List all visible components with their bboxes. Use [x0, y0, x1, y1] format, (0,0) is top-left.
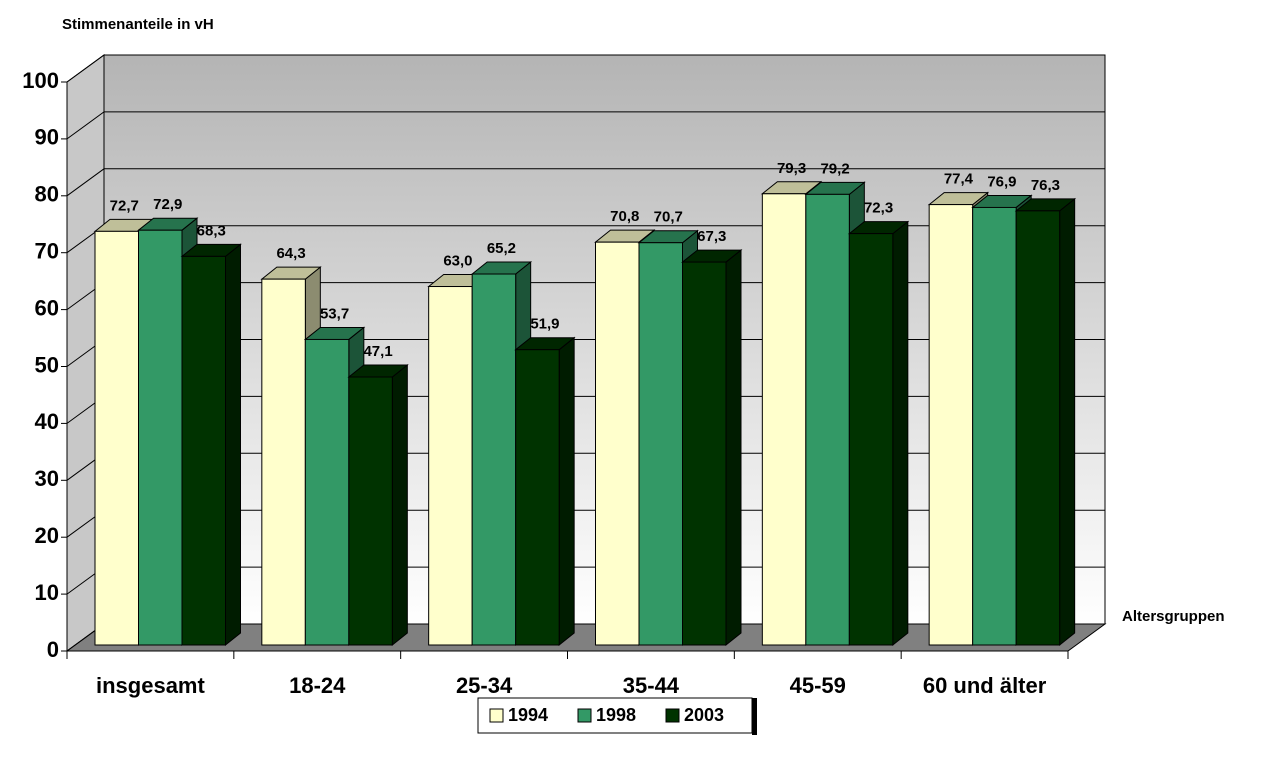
bar-front [928, 204, 974, 646]
bar [180, 243, 242, 647]
bar-front [682, 261, 727, 646]
bar [347, 363, 409, 647]
x-tick-label: 18-24 [289, 673, 346, 698]
legend-label: 1998 [596, 705, 636, 725]
bar [681, 249, 743, 647]
y-tick-label: 90 [35, 125, 59, 150]
data-label: 72,7 [110, 197, 139, 214]
bar-side [1059, 197, 1076, 647]
y-tick-label: 80 [35, 182, 59, 207]
y-tick-label: 10 [35, 580, 59, 605]
grid-line [66, 54, 1105, 83]
data-label: 72,3 [864, 200, 893, 217]
y-tick-label: 100 [22, 68, 59, 93]
y-tick-label: 40 [35, 409, 59, 434]
plot-area: 0 10 20 30 40 50 60 70 80 90 100 insgesamt 18-24 25-3… [22, 54, 1107, 698]
bar [514, 336, 576, 647]
legend-swatch [577, 708, 592, 723]
legend: 1994 1998 2003 [477, 697, 757, 735]
bar-side [225, 243, 241, 647]
bar [847, 220, 910, 647]
data-label: 70,7 [654, 209, 683, 226]
data-label: 51,9 [530, 316, 559, 333]
bar-front [972, 206, 1017, 646]
data-label: 68,3 [197, 222, 226, 239]
legend-shadow [752, 698, 757, 735]
y-tick-label: 50 [35, 352, 59, 377]
data-label: 76,9 [987, 173, 1016, 190]
bar-front [761, 193, 807, 646]
y-tick-label: 60 [35, 295, 59, 320]
x-tick-label: 25-34 [456, 673, 513, 698]
bar-side [391, 363, 408, 647]
data-label: 77,4 [944, 171, 974, 188]
y-tick-label: 0 [47, 637, 59, 662]
legend-swatch [665, 708, 680, 723]
data-label: 72,9 [153, 196, 182, 213]
bar-front [138, 229, 183, 646]
data-label: 65,2 [487, 240, 516, 257]
data-label: 47,1 [363, 343, 392, 360]
grid-line [66, 111, 1105, 140]
data-label: 53,7 [320, 305, 349, 322]
grid-line [66, 168, 1105, 197]
bar-front [848, 233, 894, 646]
x-tick-label: 45-59 [790, 673, 846, 698]
y-axis-title: Stimmenanteile in vH [62, 16, 214, 33]
bar-front [638, 242, 683, 646]
bar [1014, 197, 1077, 647]
bar-front [805, 193, 850, 646]
bar-front [471, 273, 517, 646]
bar-front [515, 349, 560, 646]
data-label: 67,3 [697, 228, 726, 245]
data-label: 64,3 [276, 245, 305, 262]
bar-front [348, 376, 393, 646]
data-label: 63,0 [443, 252, 472, 269]
legend-box [477, 697, 753, 734]
bar-front [304, 338, 350, 646]
legend-label: 2003 [684, 705, 724, 725]
legend-swatch [489, 708, 504, 723]
bar-front [94, 230, 139, 646]
legend-label: 1994 [508, 705, 548, 725]
x-axis-title: Altersgruppen [1122, 608, 1225, 625]
y-tick-label: 70 [35, 239, 59, 264]
bar-side [558, 336, 575, 647]
bar-front [1015, 210, 1061, 646]
data-label: 79,2 [820, 160, 849, 177]
x-tick-label: insgesamt [96, 673, 205, 698]
bar-front [428, 286, 473, 646]
bar-front [595, 241, 640, 646]
y-tick-label: 20 [35, 523, 59, 548]
bar-front [261, 278, 306, 646]
x-tick-label: 60 und älter [923, 673, 1047, 698]
bar-side [725, 249, 742, 647]
x-tick-label: 35-44 [623, 673, 680, 698]
y-tick-label: 30 [35, 466, 59, 491]
bar-front [181, 255, 226, 646]
data-label: 79,3 [777, 160, 806, 177]
bar-side [892, 220, 909, 647]
data-label: 70,8 [610, 208, 639, 225]
data-label: 76,3 [1031, 177, 1060, 194]
